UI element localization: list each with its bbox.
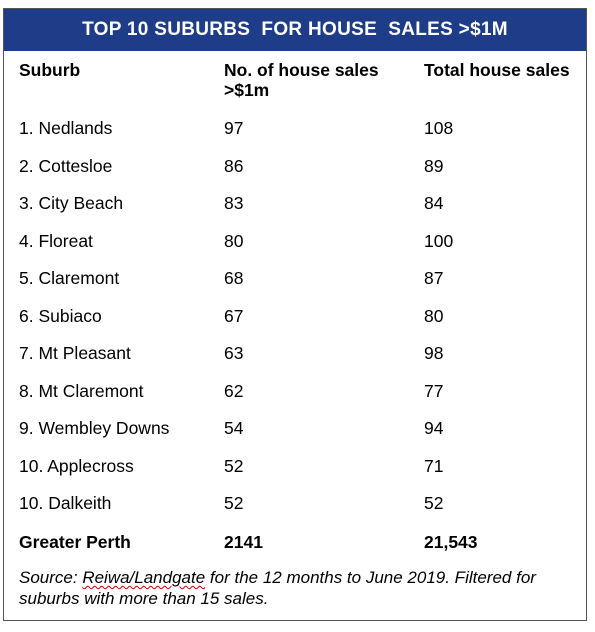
cell-suburb: 3. City Beach xyxy=(19,193,124,213)
cell-sales-over-1m: 83 xyxy=(224,193,244,213)
cell-total-sales: 80 xyxy=(424,305,444,326)
total-label: Greater Perth xyxy=(19,532,131,552)
table-row: 7. Mt Pleasant 63 98 xyxy=(0,334,595,372)
table-body: 1. Nedlands 97 108 2. Cottesloe 86 89 3.… xyxy=(0,109,595,522)
cell-suburb: 8. Mt Claremont xyxy=(19,380,144,401)
cell-total-sales: 71 xyxy=(424,455,444,476)
cell-total-sales: 89 xyxy=(424,155,444,176)
table-row: 6. Subiaco 67 80 xyxy=(0,297,595,335)
cell-suburb: 9. Wembley Downs xyxy=(19,418,170,438)
table-title: TOP 10 SUBURBS FOR HOUSE SALES >$1M xyxy=(4,9,586,51)
cell-total-sales: 87 xyxy=(424,268,444,288)
table-row: 4. Floreat 80 100 xyxy=(0,222,595,260)
cell-suburb: 1. Nedlands xyxy=(19,118,113,138)
cell-sales-over-1m: 62 xyxy=(224,380,244,401)
source-prefix: Source: xyxy=(19,568,83,587)
cell-total-sales: 52 xyxy=(424,493,444,513)
cell-total-sales: 100 xyxy=(424,230,454,251)
cell-suburb: 2. Cottesloe xyxy=(19,155,113,176)
cell-suburb: 10. Dalkeith xyxy=(19,493,112,513)
cell-sales-over-1m: 54 xyxy=(224,418,244,438)
cell-sales-over-1m: 52 xyxy=(224,455,244,476)
cell-total-sales: 108 xyxy=(424,118,454,138)
table-row: 8. Mt Claremont 62 77 xyxy=(0,372,595,410)
cell-sales-over-1m: 97 xyxy=(224,118,244,138)
table-row: 1. Nedlands 97 108 xyxy=(0,109,595,147)
cell-suburb: 4. Floreat xyxy=(19,230,93,251)
total-total-sales: 21,543 xyxy=(424,532,478,552)
cell-suburb: 6. Subiaco xyxy=(19,305,102,326)
table-row: 10. Dalkeith 52 52 xyxy=(0,484,595,522)
source-name: Reiwa/Landgate xyxy=(82,568,206,587)
cell-sales-over-1m: 52 xyxy=(224,493,244,513)
header-suburb: Suburb xyxy=(19,60,81,80)
cell-total-sales: 84 xyxy=(424,193,444,213)
cell-sales-over-1m: 63 xyxy=(224,343,244,363)
header-total-sales: Total house sales xyxy=(424,60,570,80)
table-row: 9. Wembley Downs 54 94 xyxy=(0,409,595,447)
cell-sales-over-1m: 68 xyxy=(224,268,244,288)
total-sales-over-1m: 2141 xyxy=(224,532,263,552)
cell-sales-over-1m: 80 xyxy=(224,230,244,251)
table-row: 3. City Beach 83 84 xyxy=(0,184,595,222)
header-sales-over-1m: No. of house sales >$1m xyxy=(224,60,379,100)
cell-total-sales: 77 xyxy=(424,380,444,401)
cell-suburb: 7. Mt Pleasant xyxy=(19,343,131,363)
cell-suburb: 5. Claremont xyxy=(19,268,120,288)
table-row: 10. Applecross 52 71 xyxy=(0,447,595,485)
cell-total-sales: 94 xyxy=(424,418,444,438)
cell-sales-over-1m: 67 xyxy=(224,305,244,326)
source-rest: for the 12 months to June 2019. Filtered… xyxy=(19,568,536,608)
cell-suburb: 10. Applecross xyxy=(19,455,134,476)
source-note: Source: Reiwa/Landgate for the 12 months… xyxy=(19,567,579,609)
cell-sales-over-1m: 86 xyxy=(224,155,244,176)
table-row: 2. Cottesloe 86 89 xyxy=(0,147,595,185)
table-frame xyxy=(3,8,587,621)
total-row: Greater Perth 2141 21,543 xyxy=(0,532,595,556)
cell-total-sales: 98 xyxy=(424,343,444,363)
table-row: 5. Claremont 68 87 xyxy=(0,259,595,297)
